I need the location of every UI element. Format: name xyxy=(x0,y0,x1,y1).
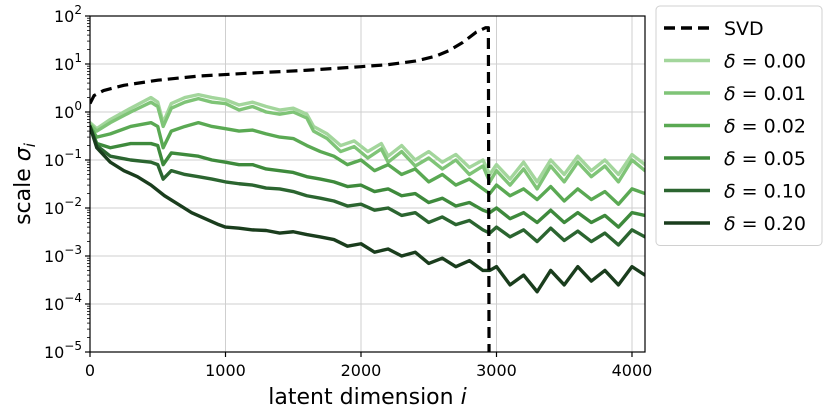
grid xyxy=(90,16,645,352)
y-tick-label: 100 xyxy=(54,99,82,122)
legend-box xyxy=(655,5,823,246)
y-tick-label: 10−5 xyxy=(44,339,82,362)
x-tick-label: 1000 xyxy=(205,361,246,380)
x-tick-label: 3000 xyxy=(476,361,517,380)
series-line-4 xyxy=(90,124,645,229)
y-tick-label: 101 xyxy=(54,51,82,74)
series-line-6 xyxy=(90,124,645,294)
x-axis-label: latent dimension i xyxy=(268,385,466,410)
legend: SVD δ = 0.00 δ = 0.01 δ = 0.02 δ = 0.05 δ = 0… xyxy=(655,5,823,246)
y-tick-label: 10−4 xyxy=(44,291,82,314)
series-line-0 xyxy=(90,26,491,352)
series-line-2 xyxy=(90,96,645,191)
legend-entry: SVD xyxy=(724,18,764,40)
y-tick-label: 10−2 xyxy=(44,195,82,218)
legend-entry: δ = 0.02 xyxy=(724,116,806,138)
x-tick-label: 4000 xyxy=(612,361,653,380)
y-axis-label: scale σi xyxy=(11,142,39,225)
legend-entry: δ = 0.05 xyxy=(724,148,806,170)
axis-ticks: 0 1000 2000 3000 4000 10−5 10−4 10−3 10−2 10−1 100… xyxy=(44,3,652,380)
series-line-3 xyxy=(90,120,645,206)
y-tick-label: 10−3 xyxy=(44,243,82,266)
y-tick-label: 102 xyxy=(54,3,82,26)
y-tick-label: 10−1 xyxy=(44,147,82,170)
legend-entry: δ = 0.01 xyxy=(724,83,806,105)
x-tick-label: 0 xyxy=(85,361,95,380)
series-line-1 xyxy=(90,92,645,184)
series-line-5 xyxy=(90,124,645,247)
legend-entry: δ = 0.10 xyxy=(724,181,806,203)
legend-entry: δ = 0.20 xyxy=(724,213,806,235)
series-lines xyxy=(90,26,645,352)
plot-frame xyxy=(89,15,646,353)
legend-entry: δ = 0.00 xyxy=(724,51,806,73)
x-tick-label: 2000 xyxy=(341,361,382,380)
